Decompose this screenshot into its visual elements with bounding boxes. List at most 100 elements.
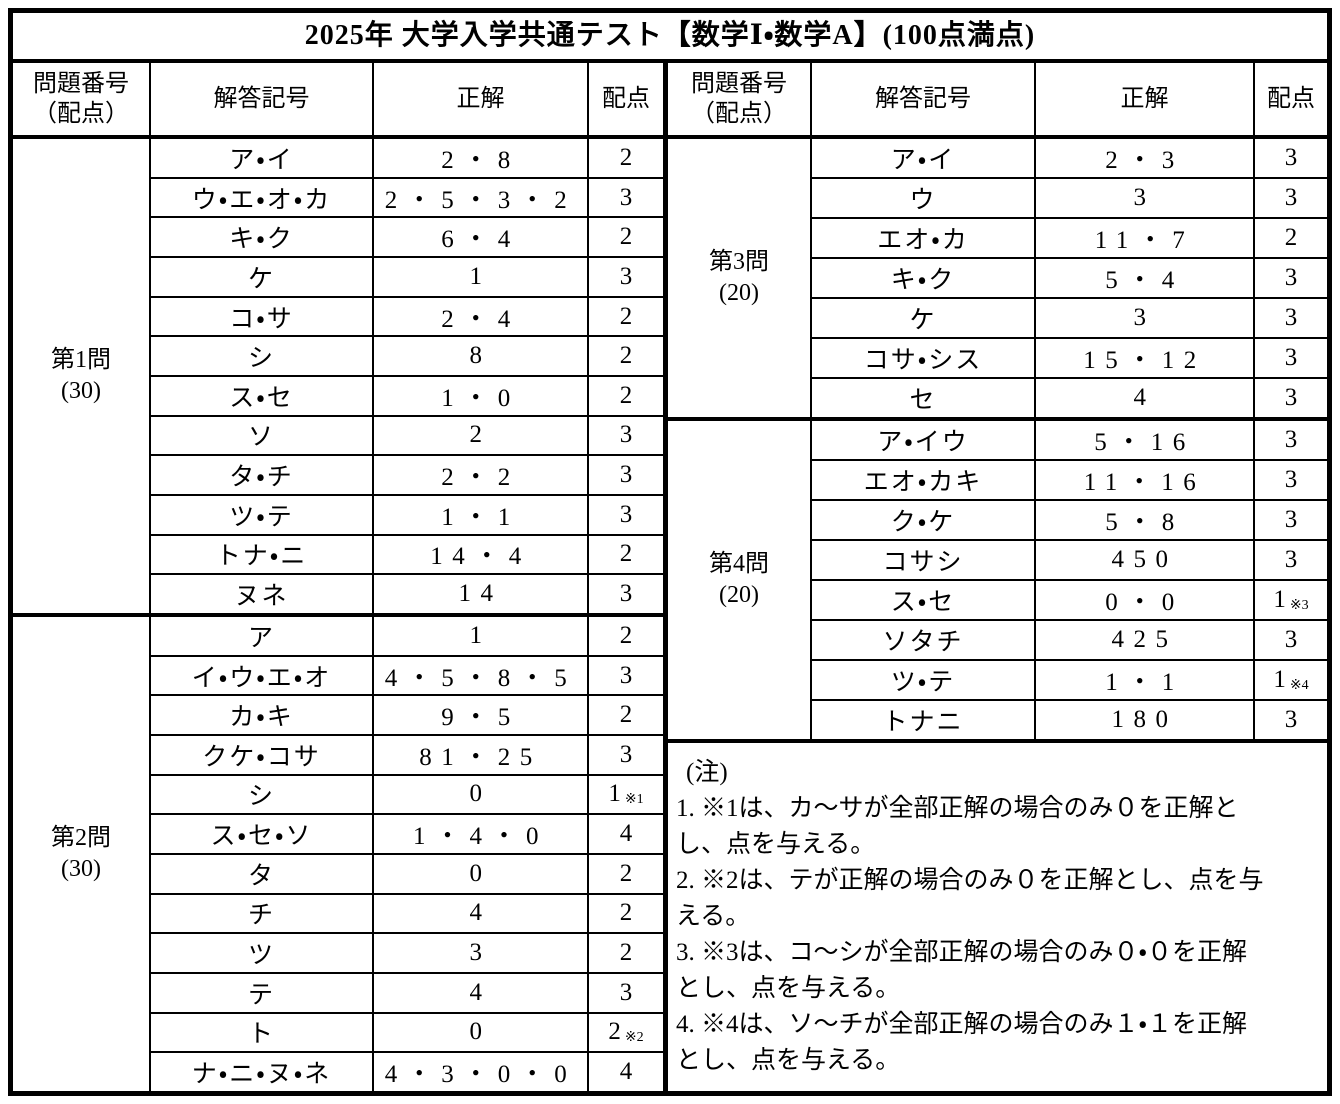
answer-symbol-cell: トナニ bbox=[810, 698, 1036, 741]
points-value: 2 bbox=[1284, 224, 1298, 251]
points-cell: 2 bbox=[587, 135, 664, 179]
points-value: 2 bbox=[619, 899, 633, 927]
correct-answer-cell: 2・3 bbox=[1034, 134, 1255, 180]
points-value: 2 bbox=[619, 701, 633, 729]
points-value: 3 bbox=[619, 978, 633, 1006]
question-block-label: 第2問 (30) bbox=[12, 612, 151, 1093]
correct-answer-cell: 2・2 bbox=[372, 454, 589, 496]
points-cell: 2 bbox=[587, 295, 664, 338]
table-row: クケ・コサ 81・25 3 bbox=[13, 733, 664, 776]
correct-answer-cell: 4 bbox=[372, 971, 589, 1014]
correct-answer-cell: 1 bbox=[372, 256, 589, 298]
notes-panel: (注) 1. ※1は、カ～サが全部正解の場合のみ０を正解と し、点を与える。 2.… bbox=[668, 739, 1327, 1091]
points-cell: 4 bbox=[587, 813, 664, 855]
correct-answer-cell: 180 bbox=[1034, 698, 1255, 741]
points-cell: 3 bbox=[587, 573, 664, 616]
correct-answer-cell: 3 bbox=[1034, 296, 1255, 339]
correct-answer-cell: 9・5 bbox=[372, 694, 589, 736]
points-cell: 3 bbox=[1253, 499, 1328, 541]
points-cell: 2 bbox=[587, 612, 664, 657]
table-row: エオ・カ 11・7 2 bbox=[668, 217, 1328, 259]
header-correct-answer: 正解 bbox=[372, 62, 589, 139]
answer-key-sheet: 2025年 大学入学共通テスト【数学Ⅰ・数学A】(100点満点) 問題番号 （配… bbox=[8, 8, 1332, 1096]
table-row: 第4問 (20) ア・イウ 5・16 3 bbox=[667, 416, 1328, 741]
question-block-label: 第4問 (20) bbox=[667, 416, 812, 741]
correct-answer-cell: 8 bbox=[372, 335, 589, 377]
correct-answer-cell: 5・4 bbox=[1034, 257, 1255, 299]
points-note: ※4 bbox=[1289, 677, 1309, 693]
table-row: ナ・ニ・ヌ・ネ 4・3・0・0 4 bbox=[13, 1051, 664, 1092]
points-cell: 3 bbox=[587, 454, 664, 496]
question-block-points: (20) bbox=[719, 581, 759, 608]
header-row: 問題番号 （配点） 解答記号 正解 配点 bbox=[12, 62, 664, 139]
points-cell: 3 bbox=[1253, 134, 1328, 180]
answer-symbol-cell: ナ・ニ・ヌ・ネ bbox=[149, 1051, 374, 1092]
points-cell: 2 bbox=[587, 852, 664, 895]
points-value: 3 bbox=[1284, 426, 1298, 453]
points-cell: 2 bbox=[587, 335, 664, 377]
correct-answer-cell: 15・12 bbox=[1034, 336, 1255, 379]
points-value: 2 bbox=[619, 342, 633, 370]
table-row: キ・ク 6・4 2 bbox=[13, 216, 664, 259]
correct-answer-cell: 6・4 bbox=[372, 216, 589, 259]
answer-symbol-cell: シ bbox=[149, 773, 374, 816]
question-block-label: 第1問 (30) bbox=[12, 135, 151, 616]
header-answer-symbol: 解答記号 bbox=[810, 62, 1036, 139]
points-value: 3 bbox=[619, 262, 633, 290]
question-block-number: 第3問 bbox=[709, 248, 769, 275]
left-answer-table: 問題番号 （配点） 解答記号 正解 配点 第1問 (30) ア・イ 2・8 2 ウ・エ・オ… bbox=[12, 62, 664, 1093]
question-block-number: 第2問 bbox=[51, 824, 111, 851]
note-item: 1. ※1は、カ～サが全部正解の場合のみ０を正解と し、点を与える。 bbox=[676, 795, 1239, 858]
points-value: 3 bbox=[1284, 263, 1298, 291]
points-value: 2 bbox=[619, 621, 633, 649]
answer-symbol-cell: キ・ク bbox=[149, 216, 374, 259]
header-question-number-line1: 問題番号 bbox=[33, 71, 129, 97]
points-cell: 1 ※1 bbox=[587, 773, 664, 816]
points-cell: 4 bbox=[587, 1051, 664, 1092]
answer-symbol-cell: カ・キ bbox=[149, 694, 374, 736]
answer-symbol-cell: タ・チ bbox=[149, 454, 374, 496]
points-cell: 3 bbox=[1253, 177, 1328, 220]
answer-symbol-cell: セ bbox=[810, 376, 1036, 420]
points-value: 2 bbox=[608, 1018, 621, 1046]
header-question-number-line2: （配点） bbox=[691, 101, 787, 127]
table-row: ツ・テ 1・1 3 bbox=[13, 493, 664, 536]
answer-symbol-cell: ス・セ bbox=[149, 374, 374, 417]
answer-symbol-cell: ツ・テ bbox=[149, 493, 374, 536]
correct-answer-cell: 4 bbox=[372, 892, 589, 935]
header-answer-symbol: 解答記号 bbox=[149, 62, 374, 139]
note-item: 2. ※2は、テが正解の場合のみ０を正解とし、点を与 える。 bbox=[676, 867, 1264, 930]
points-value: 3 bbox=[619, 183, 633, 211]
header-question-number: 問題番号 （配点） bbox=[12, 62, 151, 139]
answer-symbol-cell: ウ bbox=[810, 177, 1036, 220]
points-cell: 3 bbox=[1253, 376, 1328, 420]
table-row: ス・セ 1・0 2 bbox=[13, 374, 664, 417]
answer-symbol-cell: ス・セ bbox=[810, 578, 1036, 621]
points-cell: 3 bbox=[1253, 459, 1328, 501]
correct-answer-cell: 3 bbox=[372, 932, 589, 974]
points-value: 1 bbox=[608, 780, 621, 808]
correct-answer-cell: 4・5・8・5 bbox=[372, 654, 589, 697]
points-value: 2 bbox=[619, 540, 633, 568]
points-cell: 2 bbox=[587, 892, 664, 935]
points-value: 3 bbox=[1284, 466, 1298, 493]
points-value: 3 bbox=[1284, 184, 1298, 212]
points-value: 3 bbox=[1284, 303, 1298, 331]
correct-answer-cell: 2 bbox=[372, 414, 589, 457]
correct-answer-cell: 11・7 bbox=[1034, 217, 1255, 259]
correct-answer-cell: 2・5・3・2 bbox=[372, 176, 589, 219]
answer-symbol-cell: ア・イ bbox=[149, 135, 374, 179]
points-cell: 3 bbox=[587, 176, 664, 219]
answer-symbol-cell: クケ・コサ bbox=[149, 733, 374, 776]
answer-symbol-cell: ツ・テ bbox=[810, 658, 1036, 701]
answer-symbol-cell: トナ・ニ bbox=[149, 533, 374, 576]
table-row: ツ・テ 1・1 1 ※4 bbox=[668, 658, 1328, 701]
points-cell: 3 bbox=[587, 733, 664, 776]
correct-answer-cell: 1 bbox=[372, 612, 589, 657]
header-question-number-line2: （配点） bbox=[33, 101, 129, 127]
points-cell: 3 bbox=[587, 414, 664, 457]
